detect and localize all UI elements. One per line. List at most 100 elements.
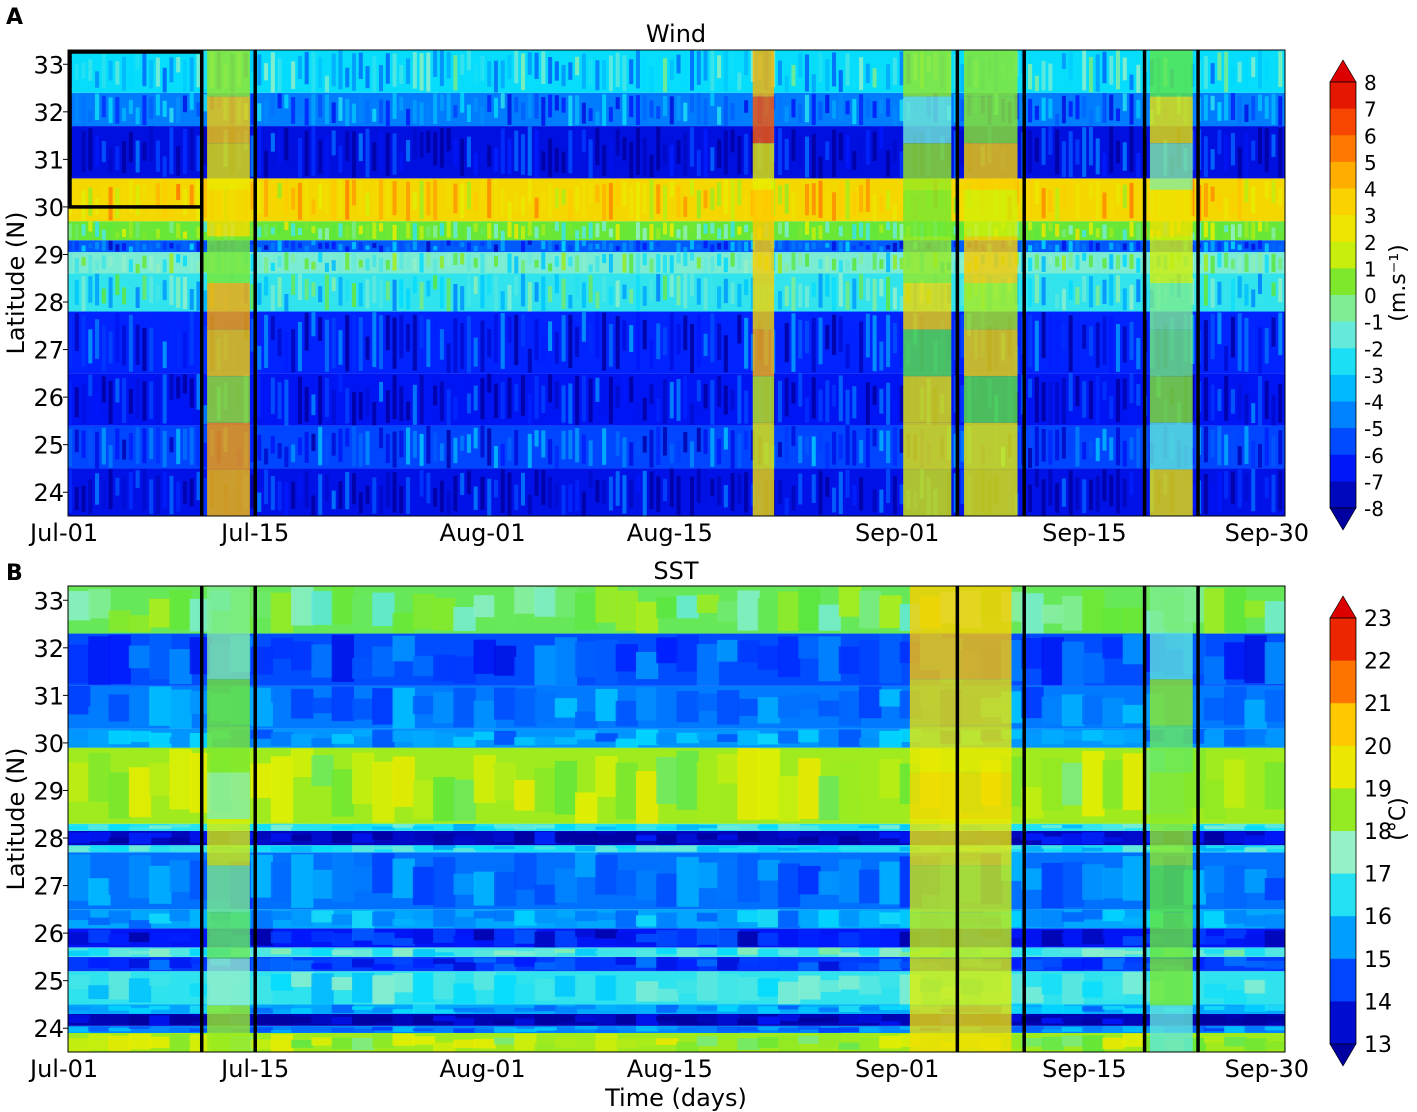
event-cell-2 xyxy=(207,819,250,866)
cell xyxy=(635,1014,659,1026)
cell xyxy=(372,964,395,970)
cell xyxy=(1041,836,1064,845)
cell xyxy=(737,253,742,270)
cell xyxy=(534,884,557,905)
cell xyxy=(122,254,127,273)
cell xyxy=(1048,275,1053,312)
cell xyxy=(128,1014,152,1026)
cell xyxy=(291,587,314,626)
cell xyxy=(1244,317,1249,372)
cell xyxy=(331,853,354,902)
cell xyxy=(1102,975,1125,1000)
cell xyxy=(656,398,661,422)
cell xyxy=(737,846,760,853)
cell xyxy=(635,1025,659,1032)
cell xyxy=(81,430,86,458)
cell xyxy=(737,136,742,174)
cell xyxy=(473,64,478,83)
cell xyxy=(277,240,282,252)
cell xyxy=(446,343,451,373)
cell xyxy=(460,54,465,76)
cell xyxy=(602,144,607,176)
event-cell-3 xyxy=(1149,50,1193,97)
cell xyxy=(250,1015,273,1025)
cell xyxy=(250,846,273,849)
cell xyxy=(1244,134,1249,178)
cell xyxy=(270,732,294,746)
cell xyxy=(818,636,841,682)
cell xyxy=(1075,477,1080,511)
cell xyxy=(101,288,106,304)
cell xyxy=(845,53,850,86)
cell xyxy=(270,1030,294,1033)
cell xyxy=(737,1019,760,1025)
cell xyxy=(777,291,782,310)
cell xyxy=(331,224,336,241)
cell xyxy=(696,971,720,1001)
cell xyxy=(1082,1025,1105,1032)
cell xyxy=(169,860,192,893)
cell xyxy=(446,389,451,426)
cell xyxy=(960,430,965,462)
cell xyxy=(1129,471,1134,495)
cell xyxy=(270,227,275,235)
cell xyxy=(365,66,370,89)
cell xyxy=(534,1005,557,1012)
cell xyxy=(351,594,375,629)
cell xyxy=(412,486,417,510)
cell xyxy=(311,1007,334,1014)
cell xyxy=(399,279,404,308)
cell xyxy=(1122,254,1127,267)
cell xyxy=(1095,138,1100,175)
cell xyxy=(642,253,647,266)
cell xyxy=(602,94,607,126)
cell xyxy=(737,947,760,955)
cell xyxy=(791,313,796,372)
cell xyxy=(372,56,377,92)
cell xyxy=(493,846,517,850)
cell xyxy=(1028,179,1033,219)
cell xyxy=(676,1009,699,1014)
cell xyxy=(291,734,314,747)
cell xyxy=(122,141,127,174)
y-tick-label: 25 xyxy=(33,432,64,460)
cell xyxy=(1278,96,1283,126)
cell xyxy=(473,971,496,991)
cell xyxy=(433,833,456,846)
cell xyxy=(297,475,302,500)
cell xyxy=(1109,126,1114,173)
cell xyxy=(169,845,192,852)
cell xyxy=(703,50,708,81)
cell xyxy=(487,478,492,516)
cell xyxy=(879,1005,902,1011)
event-cell-1 xyxy=(903,143,952,190)
cell xyxy=(291,240,296,251)
cell xyxy=(365,245,370,250)
cell xyxy=(1001,838,1024,844)
cell xyxy=(595,929,618,939)
cell xyxy=(656,184,661,214)
event-cell-2 xyxy=(964,469,1018,516)
colorbar-tick-label: 17 xyxy=(1364,863,1392,888)
cell xyxy=(656,956,679,971)
cell xyxy=(568,130,573,174)
cell xyxy=(351,657,375,679)
cell xyxy=(811,436,816,467)
cell xyxy=(108,634,131,684)
cell xyxy=(784,183,789,214)
cell xyxy=(1224,434,1229,466)
cell xyxy=(622,93,627,126)
cell xyxy=(662,478,668,502)
cell xyxy=(473,871,496,906)
cell xyxy=(899,51,904,86)
cell xyxy=(1237,469,1242,508)
cell xyxy=(859,963,882,971)
cell xyxy=(1115,378,1121,423)
cell xyxy=(737,241,742,252)
cell xyxy=(602,240,607,250)
cell xyxy=(818,317,823,365)
cell xyxy=(656,55,661,78)
cell xyxy=(270,592,294,633)
cell xyxy=(1001,958,1024,969)
cell xyxy=(135,107,140,125)
